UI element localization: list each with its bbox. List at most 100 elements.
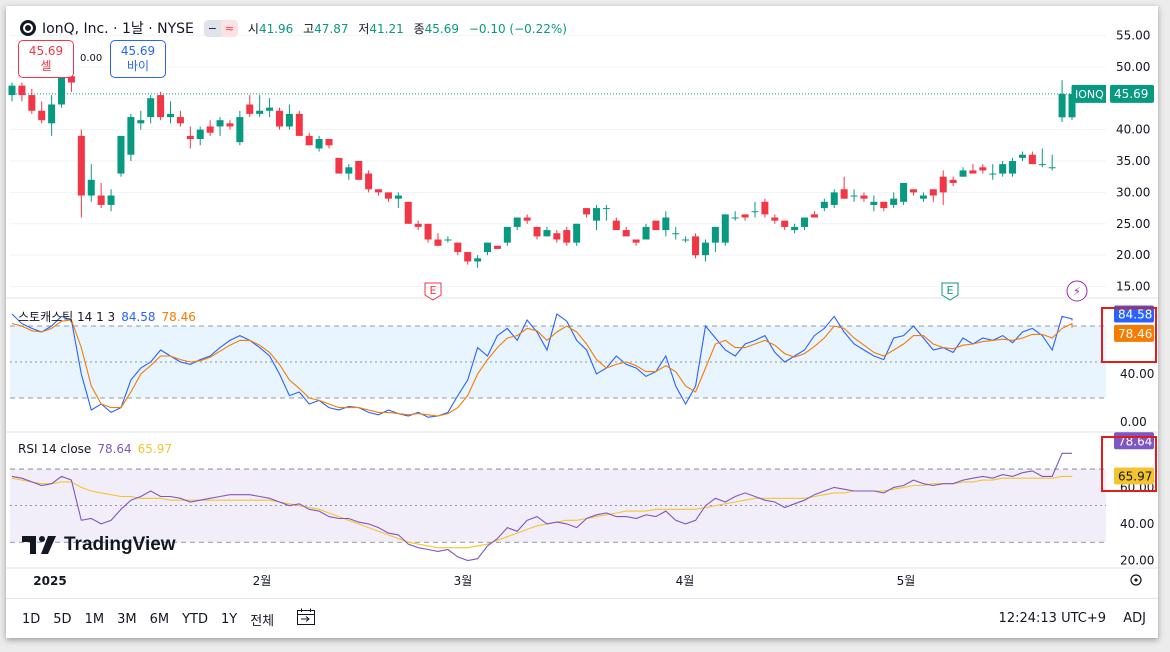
candle xyxy=(1028,154,1036,165)
candle xyxy=(394,195,402,199)
candle xyxy=(87,179,95,196)
candle xyxy=(424,223,432,240)
candle xyxy=(1048,167,1056,169)
ionq-logo-icon xyxy=(20,20,36,36)
candle xyxy=(860,195,868,199)
rsi-legend[interactable]: RSI 14 close 78.64 65.97 xyxy=(18,442,172,456)
timeframe-1y[interactable]: 1Y xyxy=(220,611,238,627)
candle xyxy=(474,258,482,262)
timeframe-5d[interactable]: 5D xyxy=(53,611,72,627)
timeframe-all[interactable]: 전체 xyxy=(250,613,275,629)
chart-window: 55.0050.0045.0040.0035.0030.0025.0020.00… xyxy=(6,6,1158,638)
time-axis-label: 5월 xyxy=(897,574,916,588)
candle xyxy=(949,179,957,183)
candle xyxy=(117,135,125,174)
candle xyxy=(8,85,16,96)
candle xyxy=(969,170,977,174)
candle xyxy=(919,195,927,199)
spread-value: 0.00 xyxy=(80,53,103,64)
change-value: −0.10 (−0.22%) xyxy=(468,21,567,36)
visibility-toggle[interactable]: − ≈ xyxy=(203,19,238,37)
wave-icon[interactable]: ≈ xyxy=(220,19,238,37)
candle xyxy=(444,239,452,241)
candle xyxy=(840,189,848,199)
buy-price: 45.69 xyxy=(120,44,156,58)
candle xyxy=(58,76,66,105)
clock[interactable]: 12:24:13 UTC+9 xyxy=(998,611,1106,626)
price-axis-label: 15.00 xyxy=(1116,280,1150,294)
candle xyxy=(652,220,660,231)
timeframe-3m[interactable]: 3M xyxy=(117,611,137,627)
candle xyxy=(810,214,818,218)
candle xyxy=(196,129,204,140)
sell-price: 45.69 xyxy=(28,44,64,58)
adjust-toggle[interactable]: ADJ xyxy=(1123,611,1146,626)
close-value: 45.69 xyxy=(424,21,459,36)
chart-canvas[interactable]: 55.0050.0045.0040.0035.0030.0025.0020.00… xyxy=(6,6,1158,638)
candle xyxy=(434,239,442,246)
buy-label: 바이 xyxy=(126,59,150,73)
symbol-header: IonQ, Inc. · 1날 · NYSE − ≈ 시41.96 고47.87… xyxy=(20,17,573,39)
candle xyxy=(612,220,620,231)
stochastic-d-value: 78.46 xyxy=(161,310,196,324)
earnings-icon xyxy=(424,282,442,301)
candle xyxy=(275,110,283,127)
stochastic-legend[interactable]: 스토캐스틱 14 1 3 84.58 78.46 xyxy=(18,308,196,325)
price-tag-value: 45.69 xyxy=(1114,87,1148,101)
price-axis-label: 50.00 xyxy=(1116,60,1150,74)
candle xyxy=(345,167,353,174)
settings-icon-dot xyxy=(1134,578,1138,582)
buy-button[interactable]: 45.69 바이 xyxy=(110,40,166,78)
candle xyxy=(414,223,422,227)
candle xyxy=(781,220,789,227)
high-label: 고 xyxy=(303,21,315,36)
candle xyxy=(533,226,541,237)
candle xyxy=(553,233,561,240)
candle xyxy=(632,239,640,243)
rsi-ma-tag xyxy=(1114,467,1154,485)
settings-icon xyxy=(1130,574,1142,586)
candle xyxy=(583,208,591,215)
candle xyxy=(454,242,462,253)
price-axis-label: 40.00 xyxy=(1116,123,1150,137)
rsi-ma-value: 65.97 xyxy=(137,442,173,456)
candle xyxy=(929,189,937,196)
candle xyxy=(622,230,630,237)
minus-icon[interactable]: − xyxy=(203,19,221,37)
rsi-line xyxy=(11,452,1072,562)
stochastic-k-tag xyxy=(1114,305,1154,323)
candle xyxy=(305,135,313,146)
sell-button[interactable]: 45.69 셀 xyxy=(18,40,74,78)
symbol-title[interactable]: IonQ, Inc. · 1날 · NYSE xyxy=(42,21,194,37)
candle xyxy=(959,170,967,177)
candle xyxy=(67,76,75,83)
price-tag xyxy=(1110,84,1154,103)
candle xyxy=(266,107,274,111)
stochastic-d-tag xyxy=(1114,324,1154,342)
candle xyxy=(890,198,898,205)
timeframe-ytd[interactable]: YTD xyxy=(182,611,208,627)
candle xyxy=(404,201,412,224)
candle xyxy=(820,201,828,209)
tradingview-logo[interactable]: TradingView xyxy=(22,534,176,556)
candle xyxy=(1018,154,1026,158)
candle xyxy=(77,135,85,196)
tradingview-icon xyxy=(22,536,56,554)
stochastic-d-line xyxy=(11,319,1073,417)
rsi-axis-label: 20.00 xyxy=(1120,554,1154,568)
timeframe-1d[interactable]: 1D xyxy=(22,611,41,627)
candle xyxy=(493,245,501,249)
candle xyxy=(28,95,36,111)
date-range-icon[interactable] xyxy=(296,608,316,630)
stochastic-axis-label: 0.00 xyxy=(1120,415,1147,429)
open-label: 시 xyxy=(247,21,259,36)
candle xyxy=(701,242,709,256)
timeframe-6m[interactable]: 6M xyxy=(149,611,170,627)
earnings-icon xyxy=(941,282,959,301)
high-value: 47.87 xyxy=(314,21,349,36)
candle xyxy=(107,195,115,205)
timeframe-1m[interactable]: 1M xyxy=(84,611,105,627)
price-axis-label: 25.00 xyxy=(1116,217,1150,231)
candle xyxy=(325,139,333,146)
candle xyxy=(692,236,700,256)
